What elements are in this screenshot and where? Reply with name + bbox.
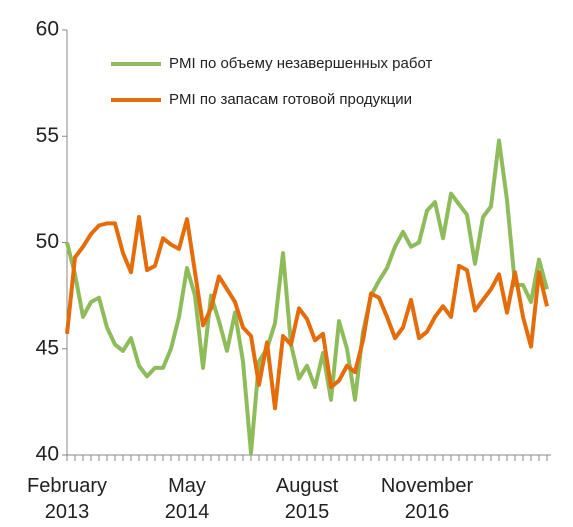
y-tick-label: 45 xyxy=(36,336,59,359)
legend-label: PMI по запасам готовой продукции xyxy=(169,91,412,108)
legend-label: PMI по объему незавершенных работ xyxy=(169,55,432,72)
x-tick-label: August 2015 xyxy=(276,475,339,523)
y-tick-label: 60 xyxy=(36,18,59,41)
y-tick-label: 50 xyxy=(36,230,59,253)
x-tick-label: May 2014 xyxy=(165,475,210,523)
x-tick-label: November 2016 xyxy=(381,475,474,523)
series-line xyxy=(65,215,549,411)
y-tick-label: 40 xyxy=(36,443,59,466)
y-tick-label: 55 xyxy=(36,124,59,147)
x-tick-label: February 2013 xyxy=(27,475,107,523)
series-line xyxy=(65,138,549,455)
